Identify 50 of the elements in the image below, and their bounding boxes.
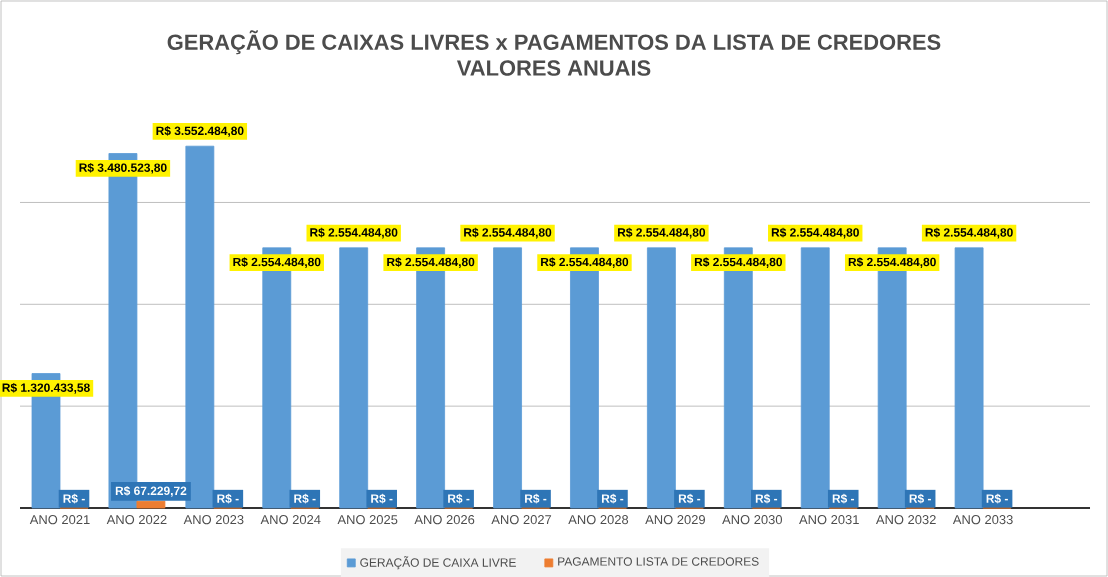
bar — [493, 247, 522, 509]
bar — [185, 145, 215, 509]
x-tick-label: ANO 2023 — [183, 515, 244, 525]
x-tick-label: ANO 2022 — [106, 515, 167, 525]
data-label: R$ 2.554.484,80 — [848, 257, 936, 268]
legend-label: PAGAMENTO LISTA DE CREDORES — [558, 557, 759, 566]
chart-title: GERAÇÃO DE CAIXAS LIVRES x PAGAMENTOS DA LISTA DE CREDORES — [167, 30, 941, 55]
x-tick-label: ANO 2024 — [260, 515, 321, 525]
data-label: R$ - — [832, 493, 855, 504]
bar — [800, 247, 830, 509]
data-label: R$ 3.480.523,80 — [79, 162, 167, 174]
x-tick-label: ANO 2033 — [952, 515, 1013, 525]
data-label: R$ 67.229,72 — [115, 486, 187, 497]
x-tick-label: ANO 2028 — [568, 515, 629, 525]
data-label: R$ 3.552.484,80 — [156, 126, 244, 137]
data-label: R$ 2.554.484,80 — [310, 227, 398, 239]
data-label: R$ 2.554.484,80 — [464, 227, 552, 239]
data-label: R$ - — [448, 493, 470, 504]
data-label: R$ - — [294, 493, 316, 504]
x-tick-label: ANO 2026 — [414, 515, 475, 525]
data-label: R$ - — [371, 493, 393, 504]
x-tick-label: ANO 2025 — [337, 515, 398, 525]
bar — [339, 247, 369, 509]
data-label: R$ - — [678, 493, 701, 504]
data-label: R$ - — [525, 493, 547, 504]
bar — [646, 247, 676, 509]
data-label: R$ 2.554.484,80 — [618, 227, 706, 239]
data-label: R$ 2.554.484,80 — [925, 227, 1013, 239]
data-label: R$ 2.554.484,80 — [233, 257, 321, 268]
data-label: R$ 2.554.484,80 — [771, 227, 859, 239]
data-label: R$ - — [217, 493, 239, 504]
bar — [136, 500, 166, 509]
x-tick-label: ANO 2031 — [799, 515, 859, 525]
data-label: R$ - — [909, 493, 931, 504]
x-tick-label: ANO 2021 — [29, 515, 90, 525]
x-tick-label: ANO 2027 — [491, 515, 552, 525]
data-label: R$ 2.554.484,80 — [387, 257, 475, 268]
x-tick-label: ANO 2029 — [645, 515, 705, 525]
data-label: R$ 2.554.484,80 — [694, 257, 782, 268]
data-label: R$ - — [63, 493, 85, 504]
data-label: R$ - — [986, 493, 1008, 504]
chart-subtitle: VALORES ANUAIS — [456, 60, 651, 76]
data-label: R$ - — [601, 493, 624, 504]
data-label: R$ 1.320.433,58 — [2, 382, 90, 394]
x-tick-label: ANO 2032 — [875, 515, 936, 525]
data-label: R$ 2.554.484,80 — [541, 257, 629, 268]
data-label: R$ - — [755, 493, 778, 504]
legend-label: GERAÇÃO DE CAIXA LIVRE — [360, 556, 516, 570]
bar — [954, 247, 984, 509]
x-tick-label: ANO 2030 — [722, 515, 783, 525]
